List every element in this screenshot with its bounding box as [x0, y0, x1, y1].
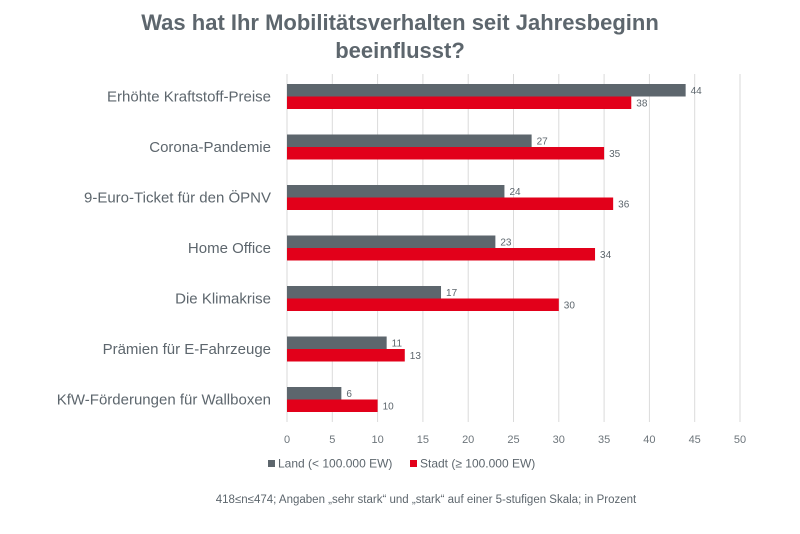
data-label: 17 — [446, 288, 458, 299]
chart-title-line-1: Was hat Ihr Mobilitätsverhalten seit Jah… — [141, 10, 659, 35]
x-tick-label: 10 — [371, 434, 383, 446]
bar-land — [287, 84, 686, 97]
x-tick-label: 25 — [507, 434, 519, 446]
bar-stadt — [287, 147, 605, 160]
category-label: Prämien für E-Fahrzeuge — [103, 341, 271, 358]
category-labels: Erhöhte Kraftstoff-Preise Corona-Pandemie… — [57, 89, 271, 409]
x-tick-label: 5 — [329, 434, 335, 446]
x-tick-label: 0 — [284, 434, 290, 446]
bar-stadt — [287, 298, 559, 311]
bar-stadt — [287, 248, 596, 261]
x-tick-label: 50 — [734, 434, 746, 446]
x-tick-label: 35 — [598, 434, 610, 446]
x-tick-label: 15 — [417, 434, 429, 446]
bar-land — [287, 185, 505, 198]
category-label: Die Klimakrise — [175, 291, 271, 308]
bar-stadt — [287, 197, 614, 210]
data-label: 23 — [500, 237, 512, 248]
bar-land — [287, 387, 342, 400]
legend: Land (< 100.000 EW) Stadt (≥ 100.000 EW) — [268, 457, 535, 471]
x-tick-label: 30 — [553, 434, 565, 446]
data-label: 13 — [410, 351, 422, 362]
bar-land — [287, 286, 442, 299]
data-label: 24 — [509, 187, 521, 198]
data-label: 30 — [564, 300, 576, 311]
data-label: 10 — [383, 401, 395, 412]
category-label: KfW-Förderungen für Wallboxen — [57, 392, 271, 409]
footnote: 418≤n≤474; Angaben „sehr stark“ und „sta… — [216, 494, 637, 506]
bars: 44 38 27 35 24 36 23 34 17 30 11 13 6 10 — [287, 84, 702, 412]
bar-land — [287, 235, 496, 248]
category-label: Home Office — [188, 240, 271, 257]
data-label: 44 — [691, 86, 703, 97]
legend-label: Stadt (≥ 100.000 EW) — [420, 457, 535, 471]
x-axis-ticks: 0 5 10 15 20 25 30 35 40 45 50 — [284, 434, 746, 446]
data-label: 34 — [600, 250, 612, 261]
chart-title-line-2: beeinflusst? — [335, 38, 465, 63]
data-label: 36 — [618, 199, 630, 210]
legend-swatch — [410, 460, 417, 467]
category-label: Corona-Pandemie — [149, 139, 271, 156]
legend-swatch — [268, 460, 275, 467]
legend-label: Land (< 100.000 EW) — [278, 457, 392, 471]
bar-stadt — [287, 96, 632, 109]
category-label: 9-Euro-Ticket für den ÖPNV — [84, 189, 271, 207]
category-label: Erhöhte Kraftstoff-Preise — [107, 89, 271, 106]
bar-stadt — [287, 349, 405, 362]
data-label: 6 — [346, 389, 352, 400]
x-tick-label: 40 — [643, 434, 655, 446]
data-label: 27 — [537, 136, 549, 147]
bar-stadt — [287, 399, 378, 412]
data-label: 11 — [392, 338, 403, 349]
bar-land — [287, 336, 387, 349]
x-tick-label: 45 — [689, 434, 701, 446]
x-tick-label: 20 — [462, 434, 474, 446]
data-label: 35 — [609, 149, 621, 160]
data-label: 38 — [636, 98, 648, 109]
bar-land — [287, 134, 532, 147]
